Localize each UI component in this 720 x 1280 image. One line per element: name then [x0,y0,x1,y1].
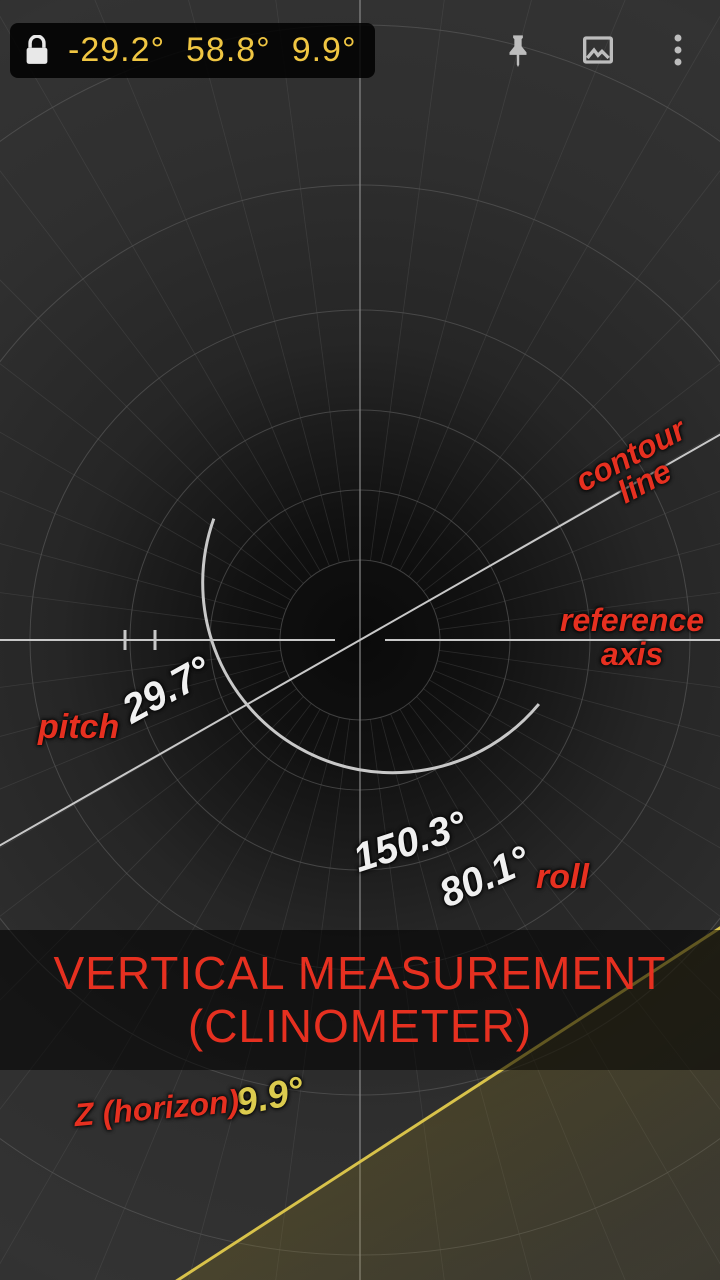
readout-values: -29.2° 58.8° 9.9° [68,31,357,70]
roll-value-upper: 150.3° [348,803,472,882]
pin-icon[interactable] [498,30,538,70]
z-value: 9.9° [232,1069,307,1125]
lock-icon[interactable] [20,33,54,67]
banner-line2: (CLINOMETER) [188,1000,532,1053]
readout-pitch: -29.2° [68,31,165,69]
polar-grid [0,0,720,1280]
roll-value-lower: 80.1° [433,838,537,917]
pitch-label: pitch [38,708,119,747]
z-horizon-label: Z (horizon) [73,1083,241,1134]
readout-roll: 58.8° [186,31,271,69]
pitch-value: 29.7° [115,648,219,733]
image-icon[interactable] [578,30,618,70]
more-icon[interactable] [658,30,698,70]
reference-word1: reference [560,602,704,638]
contour-label-1: contour line [571,414,705,524]
horizon-plane [0,485,720,1280]
clinometer-stage: 29.7° 150.3° 80.1° 9.9° pitch roll conto… [0,0,720,1280]
reference-axis-label: reference axis [560,604,704,671]
angle-readout[interactable]: -29.2° 58.8° 9.9° [10,23,375,78]
contour-word1: contour [569,411,691,499]
banner-line1: VERTICAL MEASUREMENT [54,947,667,1000]
top-bar: -29.2° 58.8° 9.9° [10,20,710,80]
readout-z: 9.9° [292,31,357,69]
roll-label: roll [536,858,589,897]
contour-word2: line [612,453,678,511]
title-banner: VERTICAL MEASUREMENT (CLINOMETER) [0,930,720,1070]
toolbar-icons [498,30,710,70]
reference-word2: axis [601,636,663,672]
